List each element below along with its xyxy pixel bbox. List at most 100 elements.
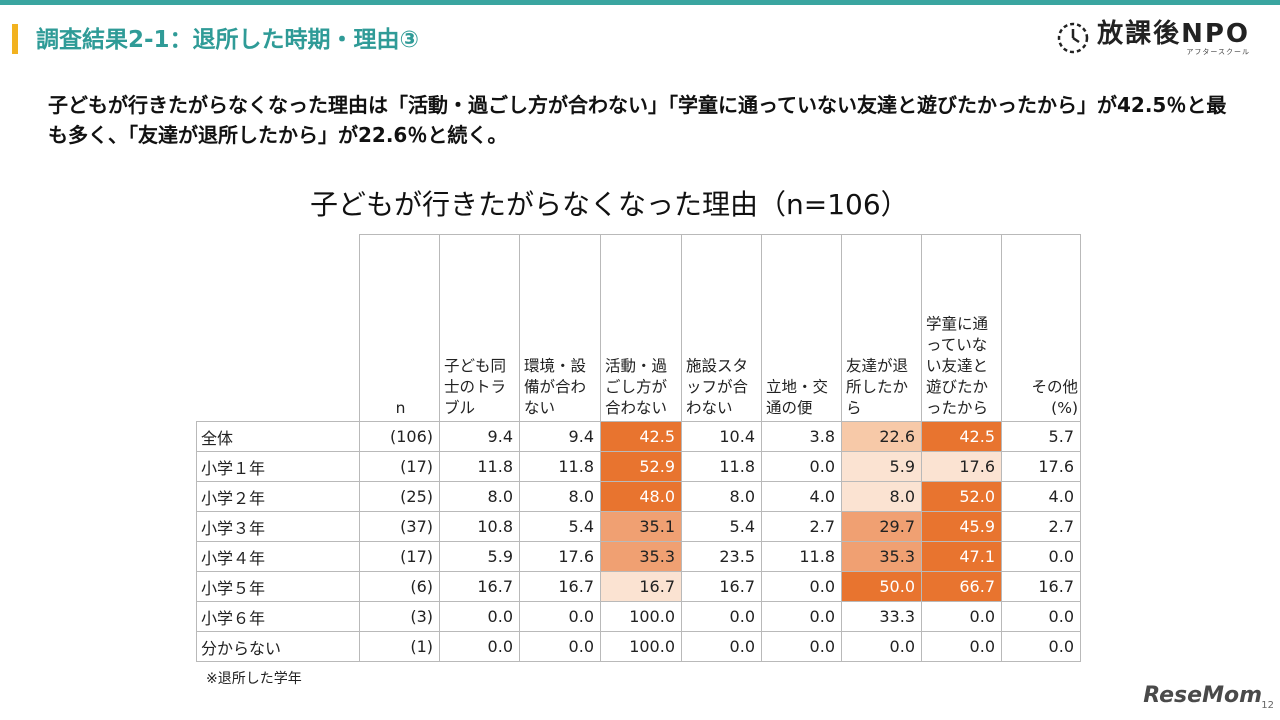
column-header: 活動・過ごし方が合わない [600, 234, 682, 422]
value-cell: 0.0 [439, 631, 520, 662]
value-cell: 0.0 [519, 601, 601, 632]
row-n: (6) [359, 571, 440, 602]
row-label: 小学２年 [196, 481, 360, 512]
footnote: ※退所した学年 [206, 671, 302, 687]
value-cell: 16.7 [681, 571, 762, 602]
value-cell: 0.0 [761, 601, 842, 632]
value-cell: 42.5 [600, 421, 682, 452]
value-cell: 0.0 [439, 601, 520, 632]
header-row: n 子ども同士のトラブル 環境・設備が合わない 活動・過ごし方が合わない 施設ス… [196, 234, 1081, 422]
value-cell: 0.0 [761, 571, 842, 602]
value-cell: 29.7 [841, 511, 922, 542]
value-cell: 0.0 [519, 631, 601, 662]
value-cell: 0.0 [1001, 631, 1081, 662]
row-label: 小学６年 [196, 601, 360, 632]
column-header: 環境・設備が合わない [519, 234, 601, 422]
value-cell: 5.7 [1001, 421, 1081, 452]
table-row: 小学５年 (6) 16.7 16.7 16.7 16.7 0.0 50.0 66.7 16.7 [196, 571, 1081, 602]
value-cell: 11.8 [681, 451, 762, 482]
value-cell: 35.3 [600, 541, 682, 572]
column-header: 学童に通っていない友達と遊びたかったから [921, 234, 1002, 422]
row-label: 全体 [196, 421, 360, 452]
value-cell: 0.0 [841, 631, 922, 662]
value-cell: 8.0 [841, 481, 922, 512]
row-label: 小学４年 [196, 541, 360, 572]
row-n: (37) [359, 511, 440, 542]
value-cell: 16.7 [600, 571, 682, 602]
value-cell: 16.7 [519, 571, 601, 602]
row-label: 分からない [196, 631, 360, 662]
value-cell: 5.9 [841, 451, 922, 482]
logo-text: 放課後NPO [1097, 19, 1250, 49]
value-cell: 33.3 [841, 601, 922, 632]
top-accent-bar [0, 0, 1280, 5]
value-cell: 50.0 [841, 571, 922, 602]
value-cell: 16.7 [1001, 571, 1081, 602]
value-cell: 5.4 [681, 511, 762, 542]
value-cell: 5.9 [439, 541, 520, 572]
value-cell: 52.9 [600, 451, 682, 482]
column-header: 施設スタッフが合わない [681, 234, 762, 422]
value-cell: 4.0 [1001, 481, 1081, 512]
value-cell: 8.0 [519, 481, 601, 512]
value-cell: 10.4 [681, 421, 762, 452]
value-cell: 23.5 [681, 541, 762, 572]
row-label: 小学１年 [196, 451, 360, 482]
column-header: 子ども同士のトラブル [439, 234, 520, 422]
value-cell: 0.0 [681, 631, 762, 662]
value-cell: 17.6 [519, 541, 601, 572]
value-cell: 100.0 [600, 601, 682, 632]
value-cell: 8.0 [681, 481, 762, 512]
row-n: (17) [359, 541, 440, 572]
value-cell: 0.0 [761, 451, 842, 482]
value-cell: 11.8 [519, 451, 601, 482]
value-cell: 11.8 [761, 541, 842, 572]
value-cell: 42.5 [921, 421, 1002, 452]
row-n: (3) [359, 601, 440, 632]
value-cell: 17.6 [1001, 451, 1081, 482]
row-n: (25) [359, 481, 440, 512]
clock-logo-icon [1057, 22, 1089, 54]
results-table: n 子ども同士のトラブル 環境・設備が合わない 活動・過ごし方が合わない 施設ス… [196, 234, 1081, 662]
corner-cell [196, 234, 360, 422]
table-row: 小学１年 (17) 11.8 11.8 52.9 11.8 0.0 5.9 17.6 17.6 [196, 451, 1081, 482]
table-row: 小学４年 (17) 5.9 17.6 35.3 23.5 11.8 35.3 47.1 0.0 [196, 541, 1081, 572]
value-cell: 9.4 [519, 421, 601, 452]
value-cell: 2.7 [1001, 511, 1081, 542]
table-title: 子どもが行きたがらなくなった理由（n=106） [310, 188, 909, 221]
value-cell: 22.6 [841, 421, 922, 452]
column-header: 立地・交通の便 [761, 234, 842, 422]
value-cell: 2.7 [761, 511, 842, 542]
headline: 子どもが行きたがらなくなった理由は「活動・過ごし方が合わない」「学童に通っていな… [48, 93, 1227, 147]
value-cell: 9.4 [439, 421, 520, 452]
value-cell: 0.0 [761, 631, 842, 662]
column-header: 友達が退所したから [841, 234, 922, 422]
page-number: 12 [1261, 700, 1274, 711]
logo-subtext: アフタースクール [1186, 48, 1250, 56]
value-cell: 66.7 [921, 571, 1002, 602]
value-cell: 5.4 [519, 511, 601, 542]
value-cell: 17.6 [921, 451, 1002, 482]
value-cell: 11.8 [439, 451, 520, 482]
value-cell: 4.0 [761, 481, 842, 512]
table-row: 分からない (1) 0.0 0.0 100.0 0.0 0.0 0.0 0.0 0.0 [196, 631, 1081, 662]
value-cell: 35.3 [841, 541, 922, 572]
value-cell: 47.1 [921, 541, 1002, 572]
value-cell: 100.0 [600, 631, 682, 662]
value-cell: 3.8 [761, 421, 842, 452]
value-cell: 35.1 [600, 511, 682, 542]
row-n: (1) [359, 631, 440, 662]
table-row: 小学２年 (25) 8.0 8.0 48.0 8.0 4.0 8.0 52.0 4.0 [196, 481, 1081, 512]
column-header-n: n [359, 234, 440, 422]
row-label: 小学３年 [196, 511, 360, 542]
value-cell: 52.0 [921, 481, 1002, 512]
value-cell: 10.8 [439, 511, 520, 542]
value-cell: 0.0 [921, 601, 1002, 632]
value-cell: 16.7 [439, 571, 520, 602]
watermark-logo: ReseMom [1143, 683, 1262, 708]
value-cell: 0.0 [681, 601, 762, 632]
value-cell: 0.0 [1001, 541, 1081, 572]
column-header: その他 (%) [1001, 234, 1081, 422]
row-n: (106) [359, 421, 440, 452]
value-cell: 8.0 [439, 481, 520, 512]
